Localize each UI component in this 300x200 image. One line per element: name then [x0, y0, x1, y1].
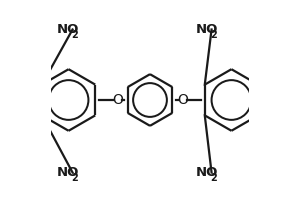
Text: O: O — [177, 93, 188, 107]
Text: O: O — [112, 93, 123, 107]
Text: 2: 2 — [210, 173, 217, 183]
Text: 2: 2 — [71, 30, 78, 40]
Text: 2: 2 — [71, 173, 78, 183]
Text: NO: NO — [57, 23, 79, 36]
Text: NO: NO — [57, 166, 79, 179]
Text: NO: NO — [196, 166, 218, 179]
Text: 2: 2 — [210, 30, 217, 40]
Text: NO: NO — [196, 23, 218, 36]
